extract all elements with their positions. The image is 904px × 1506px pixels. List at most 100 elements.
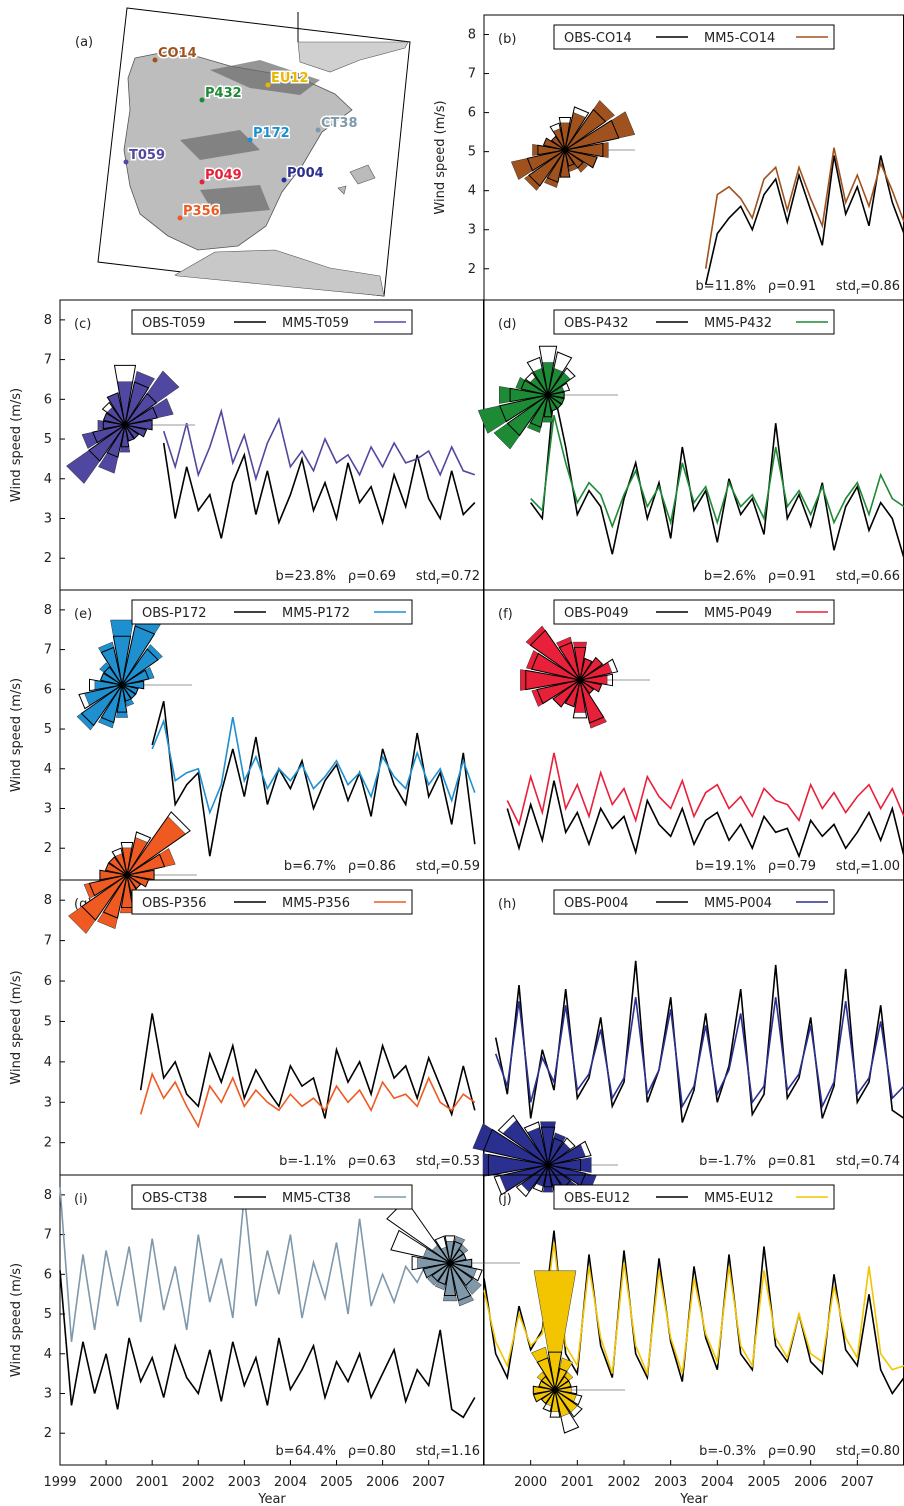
stat-std-value: =0.53 xyxy=(440,1154,480,1169)
legend-label: MM5-CO14 xyxy=(704,31,775,46)
stat-std-value: =0.74 xyxy=(860,1154,900,1169)
legend-label: OBS-P356 xyxy=(142,896,207,911)
rose-sector-model xyxy=(534,1271,576,1390)
stat-std-value: =0.86 xyxy=(860,279,900,294)
panel-label: (d) xyxy=(498,317,516,332)
y-axis-label: Wind speed (m/s) xyxy=(9,678,24,792)
station-dot xyxy=(124,160,129,165)
legend-label: MM5-P049 xyxy=(704,606,772,621)
legend-label: OBS-T059 xyxy=(142,316,205,331)
panel-label: (b) xyxy=(498,32,516,47)
legend-label: OBS-EU12 xyxy=(564,1191,630,1206)
y-tick-label: 8 xyxy=(44,313,52,328)
stat-correlation: ρ=0.79 xyxy=(768,859,816,874)
y-tick-label: 4 xyxy=(44,1055,52,1070)
y-tick-label: 2 xyxy=(44,841,52,856)
y-axis-label: Wind speed (m/s) xyxy=(9,970,24,1084)
stat-bias: b=19.1% xyxy=(696,859,756,874)
panel-label: (h) xyxy=(498,897,516,912)
legend-label: MM5-EU12 xyxy=(704,1191,774,1206)
stat-correlation: ρ=0.63 xyxy=(348,1154,396,1169)
stat-correlation: ρ=0.80 xyxy=(348,1444,396,1459)
legend-label: OBS-CO14 xyxy=(564,31,632,46)
series-line xyxy=(164,443,475,538)
series-line xyxy=(496,961,904,1123)
stat-bias: b=2.6% xyxy=(704,569,756,584)
y-tick-label: 6 xyxy=(44,1267,52,1282)
stat-std-value: =0.72 xyxy=(440,569,480,584)
y-tick-label: 2 xyxy=(44,551,52,566)
y-tick-label: 7 xyxy=(44,353,52,368)
station-label: P004 xyxy=(287,166,324,181)
stat-std-value: =0.80 xyxy=(860,1444,900,1459)
stat-std-name: std xyxy=(416,569,436,584)
x-tick-label: 2002 xyxy=(607,1475,640,1490)
panel-frame xyxy=(60,1175,484,1465)
station-dot xyxy=(266,83,271,88)
y-tick-label: 4 xyxy=(468,184,476,199)
stat-std-ratio: stdr=0.53 xyxy=(416,1154,480,1172)
stat-bias: b=64.4% xyxy=(276,1444,336,1459)
station-dot xyxy=(316,128,321,133)
x-tick-label: 2007 xyxy=(841,1475,874,1490)
stat-correlation: ρ=0.91 xyxy=(768,569,816,584)
series-line xyxy=(164,411,475,479)
station-dot xyxy=(178,216,183,221)
stat-std-ratio: stdr=0.72 xyxy=(416,569,480,587)
y-tick-label: 5 xyxy=(44,1014,52,1029)
station-dot xyxy=(248,138,253,143)
x-tick-label: 2003 xyxy=(654,1475,687,1490)
stat-std-ratio: stdr=0.74 xyxy=(836,1154,900,1172)
panel-label: (f) xyxy=(498,607,513,622)
station-label: CO14 xyxy=(158,46,197,61)
station-label: P172 xyxy=(253,126,290,141)
y-tick-label: 2 xyxy=(44,1426,52,1441)
y-tick-label: 4 xyxy=(44,762,52,777)
stat-std-name: std xyxy=(836,1444,856,1459)
y-tick-label: 7 xyxy=(44,1228,52,1243)
y-tick-label: 5 xyxy=(44,432,52,447)
station-dot xyxy=(200,180,205,185)
stat-std-value: =0.66 xyxy=(860,569,900,584)
y-tick-label: 6 xyxy=(44,392,52,407)
stat-std-value: =0.59 xyxy=(440,859,480,874)
station-dot xyxy=(153,58,158,63)
panel-label: (e) xyxy=(74,607,92,622)
station-label: EU12 xyxy=(271,71,309,86)
x-tick-label: 2007 xyxy=(412,1475,445,1490)
legend-label: MM5-P356 xyxy=(282,896,350,911)
y-tick-label: 6 xyxy=(468,106,476,121)
y-tick-label: 8 xyxy=(468,28,476,43)
stat-bias: b=23.8% xyxy=(276,569,336,584)
stat-std-name: std xyxy=(416,859,436,874)
y-tick-label: 5 xyxy=(468,145,476,160)
x-tick-label: 2001 xyxy=(561,1475,594,1490)
legend-label: MM5-P432 xyxy=(704,316,772,331)
x-tick-label: 2005 xyxy=(747,1475,780,1490)
y-tick-label: 7 xyxy=(44,934,52,949)
panel-label: (c) xyxy=(74,317,91,332)
stat-std-name: std xyxy=(836,279,856,294)
series-line xyxy=(531,415,904,526)
stat-std-ratio: stdr=0.80 xyxy=(836,1444,900,1462)
series-line xyxy=(507,753,904,825)
panel-label: (i) xyxy=(74,1192,88,1207)
y-tick-label: 5 xyxy=(44,722,52,737)
y-tick-label: 4 xyxy=(44,472,52,487)
x-tick-label: 2006 xyxy=(366,1475,399,1490)
legend-label: MM5-P004 xyxy=(704,896,772,911)
x-tick-label: 2006 xyxy=(794,1475,827,1490)
y-axis-label: Wind speed (m/s) xyxy=(433,100,448,214)
series-line xyxy=(152,717,475,812)
station-label: P049 xyxy=(205,168,242,183)
stat-std-name: std xyxy=(836,569,856,584)
x-tick-label: 2000 xyxy=(514,1475,547,1490)
stat-std-name: std xyxy=(836,859,856,874)
y-tick-label: 5 xyxy=(44,1307,52,1322)
station-dot xyxy=(200,98,205,103)
x-tick-label: 2002 xyxy=(182,1475,215,1490)
legend-label: OBS-P049 xyxy=(564,606,629,621)
stat-std-ratio: stdr=0.66 xyxy=(836,569,900,587)
x-tick-label: 2004 xyxy=(701,1475,734,1490)
y-tick-label: 2 xyxy=(468,262,476,277)
